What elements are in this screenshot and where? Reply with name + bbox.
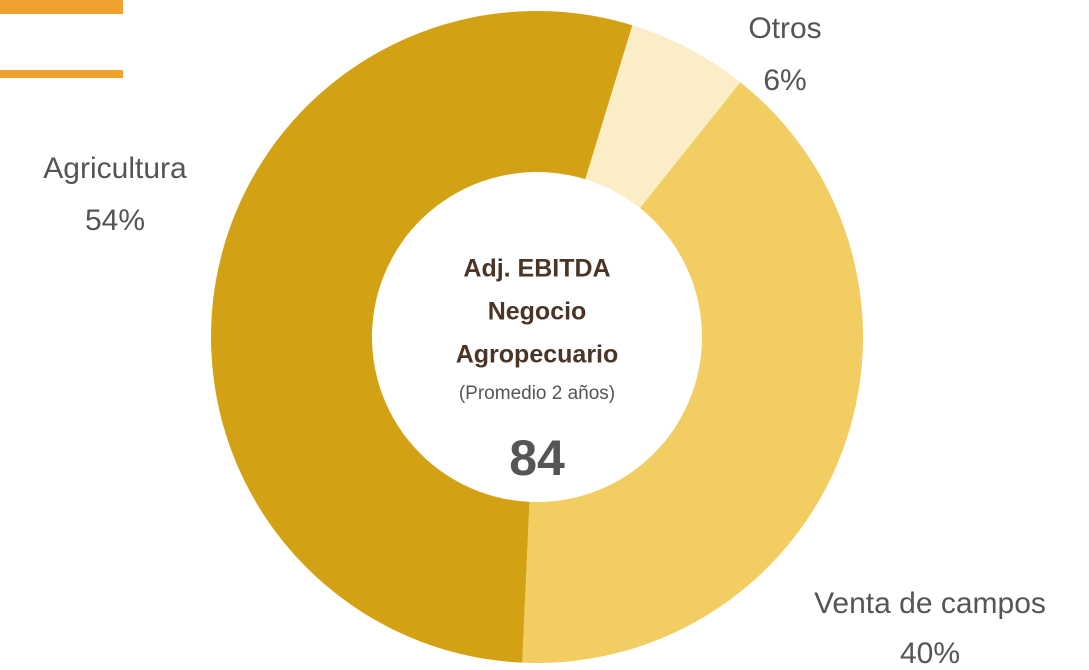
- donut-slice: [585, 25, 741, 209]
- center-title: Negocio: [488, 298, 587, 326]
- center-title: Adj. EBITDA: [463, 255, 610, 283]
- decor-bar: [0, 70, 123, 78]
- slice-value-label: 6%: [763, 64, 806, 97]
- center-title: Agropecuario: [456, 341, 619, 369]
- donut-slice: [522, 82, 863, 664]
- slice-label: Agricultura: [43, 152, 187, 185]
- slice-label: Venta de campos: [814, 587, 1046, 620]
- slice-value-label: 40%: [900, 637, 960, 670]
- center-total: 84: [509, 430, 565, 486]
- center-subtitle: (Promedio 2 años): [459, 383, 615, 404]
- donut-slice: [211, 11, 633, 663]
- slice-value-label: 54%: [85, 204, 145, 237]
- decor-bar: [0, 0, 123, 14]
- donut: [211, 11, 863, 664]
- slice-label: Otros: [748, 12, 821, 45]
